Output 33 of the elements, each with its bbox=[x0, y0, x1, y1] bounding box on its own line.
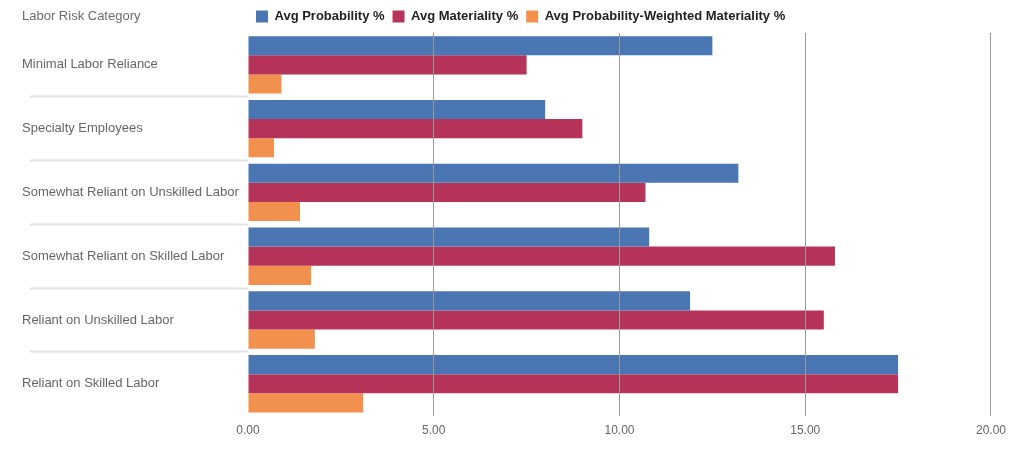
bar bbox=[248, 182, 646, 202]
x-tick-label: 10.00 bbox=[604, 423, 635, 438]
bar bbox=[248, 227, 650, 247]
legend-label: Avg Materiality % bbox=[411, 8, 519, 24]
bar bbox=[248, 374, 899, 394]
bar bbox=[248, 55, 527, 75]
bar bbox=[248, 74, 282, 94]
bar bbox=[248, 310, 824, 330]
y-axis-title: Labor Risk Category bbox=[22, 8, 141, 24]
legend-label: Avg Probability-Weighted Materiality % bbox=[544, 8, 786, 24]
bar bbox=[248, 355, 899, 375]
bar bbox=[248, 201, 301, 222]
bar bbox=[248, 99, 546, 120]
y-tick-label: Somewhat Reliant on Skilled Labor bbox=[22, 247, 226, 263]
bar bbox=[248, 291, 691, 311]
x-tick-label: 15.00 bbox=[790, 423, 821, 438]
bar bbox=[248, 163, 739, 183]
bar bbox=[248, 246, 835, 266]
y-tick-label: Minimal Labor Reliance bbox=[22, 56, 158, 72]
bar bbox=[248, 265, 312, 285]
bar bbox=[248, 36, 713, 56]
bar bbox=[248, 393, 364, 413]
y-tick-label: Specialty Employees bbox=[22, 120, 144, 136]
x-tick-label: 5.00 bbox=[422, 423, 446, 438]
legend-label: Avg Probability % bbox=[274, 8, 385, 24]
bar bbox=[248, 138, 274, 158]
y-tick-label: Reliant on Skilled Labor bbox=[22, 375, 160, 391]
x-tick-label: 0.00 bbox=[236, 423, 260, 438]
bar bbox=[248, 329, 315, 349]
bar bbox=[248, 119, 583, 139]
x-tick-label: 20.00 bbox=[975, 423, 1007, 438]
y-tick-label: Somewhat Reliant on Unskilled Labor bbox=[22, 183, 240, 199]
y-tick-label: Reliant on Unskilled Labor bbox=[22, 311, 175, 327]
